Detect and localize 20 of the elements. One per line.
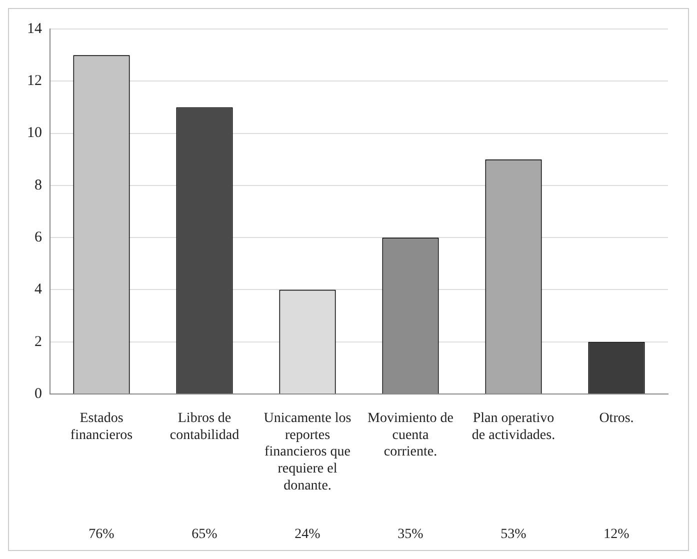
x-tick-label: Estados financieros	[70, 411, 133, 443]
text: 65%	[192, 527, 218, 542]
x-tick-label: Otros.	[599, 411, 634, 426]
text: 24%	[294, 527, 321, 542]
x-tick-label: Movimiento de cuenta corriente.	[368, 411, 454, 460]
y-tick-label: 14	[27, 20, 42, 37]
x-tick-label: Plan operativo de actividades.	[472, 411, 556, 443]
y-tick-label: 8	[34, 177, 42, 194]
y-tick-label: 0	[34, 386, 42, 402]
y-tick-label: 10	[27, 125, 42, 142]
x-tick-label: Unicamente los reportes financieros que requiere el donante.	[264, 411, 352, 494]
y-tick-label: 6	[34, 230, 42, 246]
text: 76%	[88, 527, 115, 542]
y-tick-label: 12	[27, 73, 42, 90]
y-tick-label: 4	[34, 282, 42, 298]
x-tick-label: Libros de contabilidad	[170, 411, 240, 443]
text: 35%	[398, 527, 424, 542]
y-tick-label: 2	[34, 334, 42, 350]
text: 12%	[604, 527, 630, 542]
text: 53%	[500, 527, 527, 542]
